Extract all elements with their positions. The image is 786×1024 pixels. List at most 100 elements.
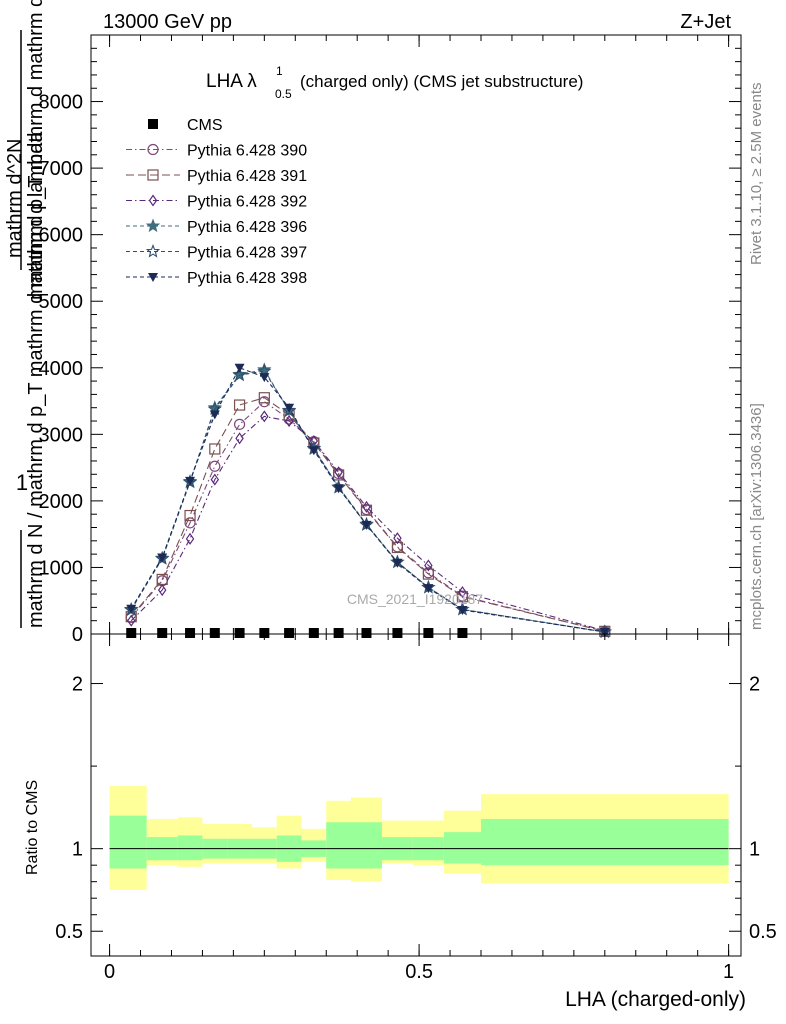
cms-data-point [361,628,372,638]
series-pythia-6-428-390-point [209,460,221,472]
series-pythia-6-428-392-point [260,410,269,423]
cms-data-point [392,628,403,638]
xtick-label: 1 [723,961,734,983]
ratio-band-green [443,832,481,864]
cms-data-point [234,628,245,638]
cms-data-point [157,628,168,638]
ratio-ytick-label: 0.5 [55,921,83,943]
series-pythia-6-428-397-point [281,402,297,417]
series-pythia-6-428-398-point [259,373,270,383]
legend-marker [148,273,158,282]
series-pythia-6-428-392-point [185,532,195,545]
main-ytick-label: 2000 [39,491,84,513]
series-pythia-6-428-392-point [284,414,294,428]
ratio-ytick-label-right: 1 [749,839,760,861]
series-pythia-6-428-390-line [130,400,605,632]
legend-marker [148,194,158,207]
main-ytick-label: 8000 [39,92,84,114]
series-pythia-6-428-398-point [308,446,319,456]
legend-cms-marker [148,119,158,129]
main-ytick-label: 1000 [39,557,84,579]
series-pythia-6-428-392-point [362,500,371,513]
rivet-version-label: Rivet 3.1.10, ≥ 2.5M events [748,83,765,266]
series-pythia-6-428-392-point [210,473,220,486]
main-ytick-label: 3000 [39,424,84,446]
xtick-label: 0.5 [405,961,433,983]
series-pythia-6-428-391-point [233,399,246,411]
legend-marker [147,143,159,156]
series-pythia-6-428-397-point [232,367,247,382]
ratio-band-green [326,822,351,869]
series-pythia-6-428-398-line [130,367,605,633]
main-ytick-label: 6000 [39,225,84,247]
legend: CMS Pythia 6.428 390 Pythia 6.428 391 Pythi… [126,117,307,287]
analysis-watermark: CMS_2021_I1920187 [347,591,483,607]
legend-label: Pythia 6.428 397 [187,245,307,262]
series-pythia-6-428-398-point [234,363,245,373]
ratio-band-green [351,822,382,869]
ylabel-ratio: Ratio to CMS [24,780,41,875]
series-pythia-6-428-398-point [209,410,220,420]
chart-title-subscript: 0.5 [275,87,292,101]
legend-marker [147,169,159,181]
chart-title-rest: (charged only) (CMS jet substructure) [300,72,583,91]
legend-label: Pythia 6.428 391 [187,168,307,185]
series-pythia-6-428-391-point [184,509,196,522]
ratio-ytick-label-right: 0.5 [749,921,777,943]
ylabel-fraction-one: 1 [16,470,28,495]
legend-marker [145,243,161,258]
energy-label: 13000 GeV pp [103,11,232,33]
series-pythia-6-428-398-point [457,606,468,616]
series-pythia-6-428-391-point [258,392,270,404]
series-pythia-6-428-398-point [126,604,137,614]
legend-label: Pythia 6.428 396 [187,219,307,236]
ylabel-numerator: mathrm d^2N [4,139,26,258]
series-cms [126,628,468,638]
ratio-ytick-label: 1 [72,839,83,861]
cms-data-point [126,628,137,638]
main-ytick-label: 5000 [39,291,84,313]
series-pythia-6-428-392-point [157,584,167,597]
series-pythia-6-428-398-point [185,476,196,486]
series-pythia-6-428-398-point [333,484,344,494]
series-pythia-6-428-397-line [130,370,605,633]
series-pythia-6-428-392-point [127,614,136,627]
ratio-panel: 0.5 0.5 1 1 2 2 0 0.5 1 [55,633,777,983]
ylabel-denominator: mathrm d N / mathrm d p_T mathrm d mathr… [25,131,47,628]
process-label: Z+Jet [680,11,731,33]
series-pythia-6-428-398-point [284,403,295,413]
ratio-ytick-label-right: 2 [749,674,760,696]
ratio-frame [90,633,742,957]
series-pythia-6-428-396-point [207,400,222,414]
ratio-band-green [481,818,729,866]
series-pythia-6-428-392-point [393,532,402,545]
ratio-band-green [109,815,147,869]
mcplots-label: mcplots.cern.ch [arXiv:1306.3436] [748,403,765,630]
main-ytick-label: 4000 [39,358,84,380]
chart-title-main: LHA λ [206,71,257,92]
cms-data-point [457,628,468,638]
series-pythia-6-428-391-point [209,443,221,455]
series-pythia-6-428-392-point [334,466,343,479]
series-pythia-6-428-391-point [422,568,434,580]
cms-data-point [284,628,295,638]
legend-label: Pythia 6.428 390 [187,143,307,160]
series-pythia-6-428-398-point [157,553,168,563]
legend-label: Pythia 6.428 398 [187,270,307,287]
cms-data-point [333,628,344,638]
main-ytick-label: 7000 [39,158,84,180]
cms-data-point [209,628,220,638]
xlabel: LHA (charged-only) [565,988,746,1011]
chart-title: LHA λ [206,71,257,92]
series-pythia-6-428-390-point [184,517,196,529]
xtick-label: 0 [104,961,115,983]
series-pythia-6-428-398-point [392,558,403,568]
chart-title-superscript: 1 [276,64,283,78]
legend-label: Pythia 6.428 392 [187,194,307,211]
series-pythia-6-428-398-point [423,584,434,594]
ratio-band-green [177,835,203,861]
series-pythia-6-428-398-point [599,628,610,638]
cms-data-point [423,628,434,638]
legend-cms-label: CMS [187,117,223,134]
